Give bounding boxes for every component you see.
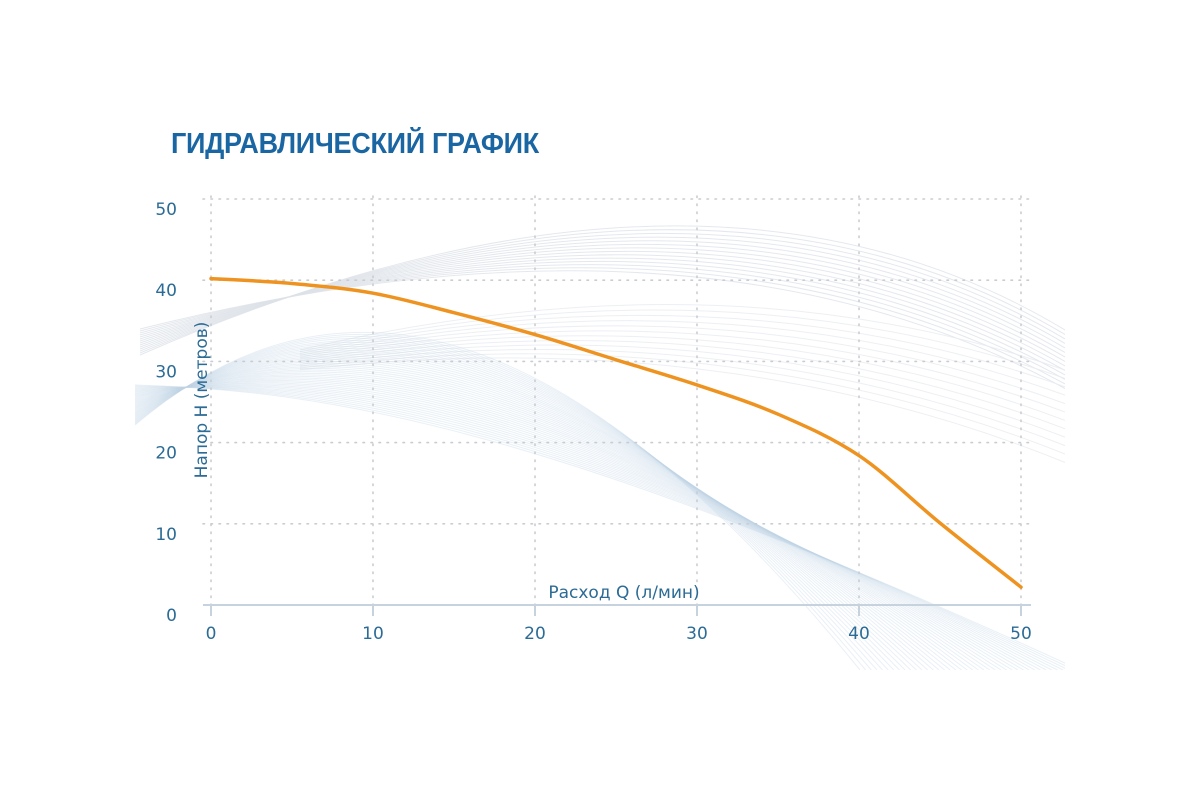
x-tick-label: 0 <box>206 624 217 644</box>
y-axis-title: Напор Н (метров) <box>192 322 212 479</box>
x-tick-label: 40 <box>848 624 870 644</box>
x-axis-title: Расход Q (л/мин) <box>548 583 699 603</box>
background-swirl-decoration <box>135 225 1065 670</box>
x-tick-label: 30 <box>686 624 708 644</box>
x-tick-label: 50 <box>1010 624 1032 644</box>
y-tick-label: 30 <box>155 362 177 382</box>
y-tick-label: 20 <box>155 444 177 464</box>
y-tick-label: 0 <box>166 606 177 626</box>
grid-lines <box>202 195 1031 606</box>
x-tick-label: 10 <box>362 624 384 644</box>
x-tick-label: 20 <box>524 624 546 644</box>
y-axis-ticks: 0 10 20 30 40 50 <box>155 200 177 626</box>
chart-title: ГИДРАВЛИЧЕСКИЙ ГРАФИК <box>171 128 539 160</box>
y-tick-label: 10 <box>155 525 177 545</box>
y-tick-label: 50 <box>155 200 177 220</box>
pump-curve-line <box>209 276 1023 589</box>
y-tick-label: 40 <box>155 281 177 301</box>
x-axis-ticks: 0 10 20 30 40 50 <box>206 605 1032 644</box>
